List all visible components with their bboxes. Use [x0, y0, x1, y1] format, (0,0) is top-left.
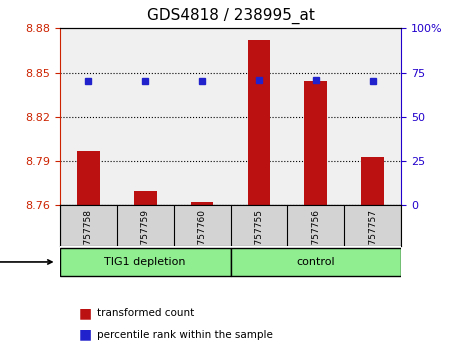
- Text: GSM757756: GSM757756: [311, 209, 320, 264]
- Title: GDS4818 / 238995_at: GDS4818 / 238995_at: [147, 8, 314, 24]
- Text: percentile rank within the sample: percentile rank within the sample: [97, 330, 273, 339]
- Bar: [248, 40, 270, 205]
- Text: GSM757759: GSM757759: [141, 209, 150, 264]
- Text: TIG1 depletion: TIG1 depletion: [105, 257, 186, 267]
- FancyBboxPatch shape: [230, 248, 401, 276]
- Text: GSM757757: GSM757757: [368, 209, 377, 264]
- Text: ■: ■: [78, 306, 91, 320]
- Bar: [361, 157, 384, 205]
- Text: ■: ■: [78, 327, 91, 342]
- Bar: [77, 151, 100, 205]
- Text: transformed count: transformed count: [97, 308, 194, 318]
- FancyBboxPatch shape: [60, 248, 230, 276]
- Text: GSM757758: GSM757758: [84, 209, 93, 264]
- Bar: [134, 190, 157, 205]
- Bar: [304, 81, 327, 205]
- Bar: [191, 202, 213, 205]
- Text: GSM757760: GSM757760: [198, 209, 207, 264]
- Text: control: control: [296, 257, 335, 267]
- Text: GSM757755: GSM757755: [254, 209, 263, 264]
- Text: genotype/variation: genotype/variation: [0, 257, 52, 267]
